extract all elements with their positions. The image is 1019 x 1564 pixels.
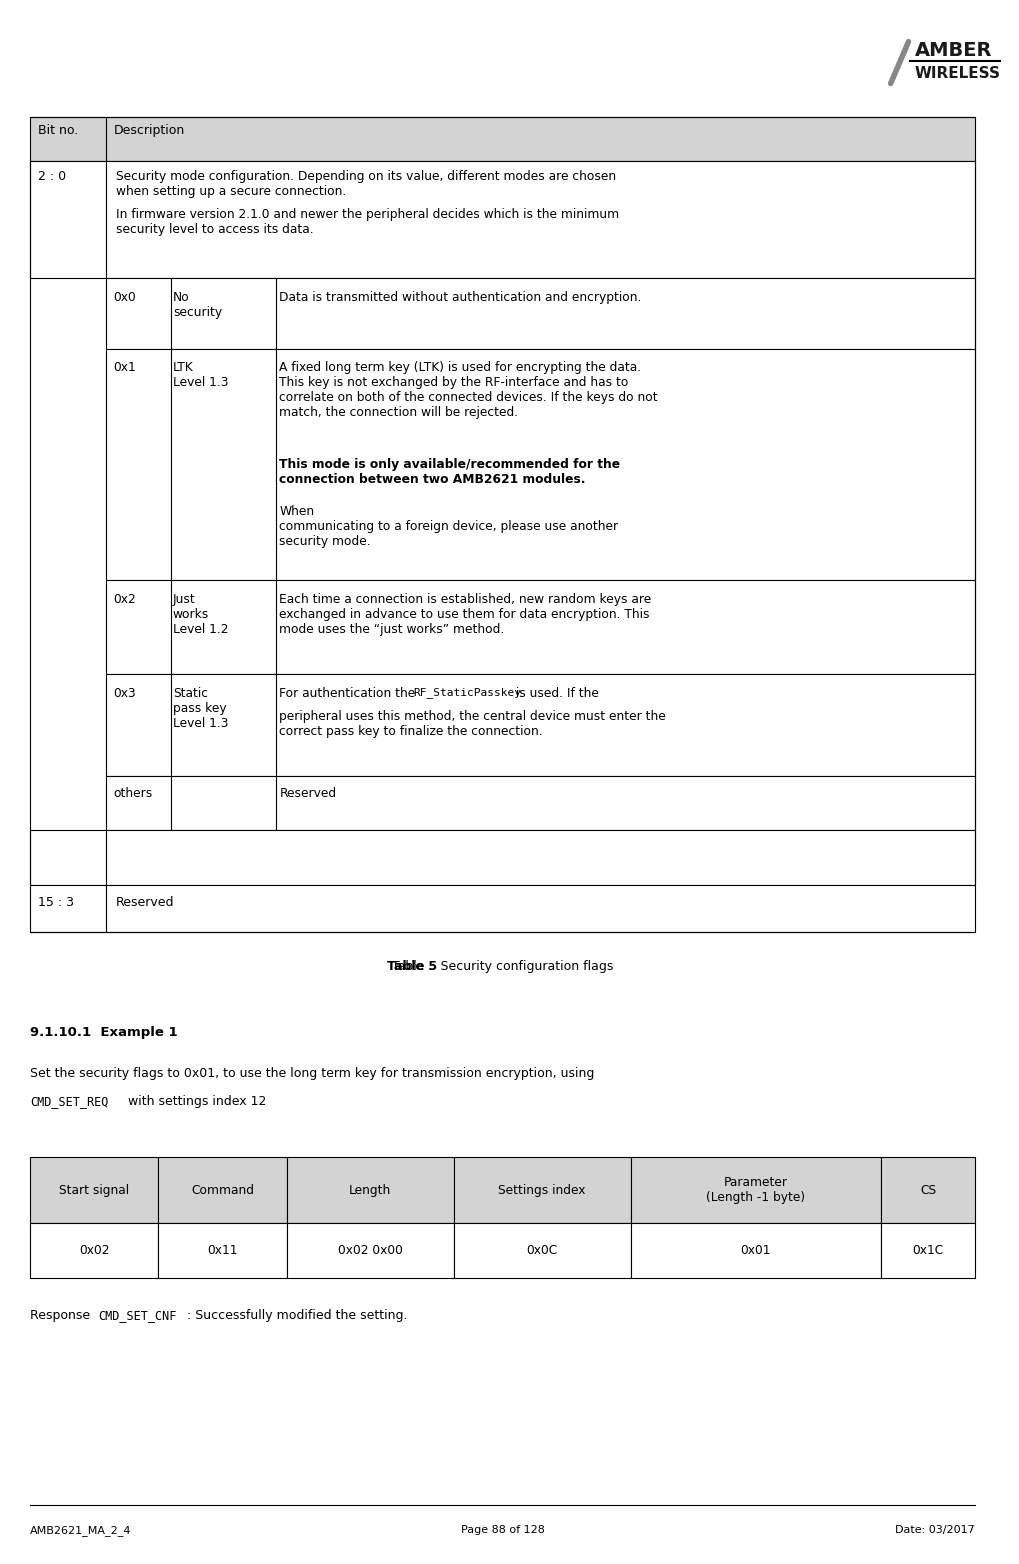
Text: Bit no.: Bit no.	[38, 124, 78, 136]
Text: Parameter
(Length -1 byte): Parameter (Length -1 byte)	[706, 1176, 805, 1204]
Bar	[31, 1223, 158, 1278]
Bar	[105, 674, 974, 776]
Bar	[31, 161, 974, 278]
Text: Start signal: Start signal	[59, 1184, 129, 1196]
Text: Command: Command	[191, 1184, 254, 1196]
Text: 0x02 0x00: 0x02 0x00	[337, 1243, 403, 1257]
Text: 2 : 0: 2 : 0	[38, 170, 66, 183]
Bar	[105, 580, 974, 674]
Text: Static
pass key
Level 1.3: Static pass key Level 1.3	[172, 687, 228, 729]
Text: 0x2: 0x2	[113, 593, 137, 605]
Text: This mode is only available/recommended for the
connection between two AMB2621 m: This mode is only available/recommended …	[279, 458, 620, 486]
Text: CMD_SET_CNF: CMD_SET_CNF	[99, 1309, 176, 1322]
Text: WIRELESS: WIRELESS	[914, 66, 1000, 81]
Bar	[105, 776, 974, 830]
Bar	[31, 1157, 158, 1223]
Text: Table 5 Security configuration flags: Table 5 Security configuration flags	[391, 960, 612, 973]
Text: A fixed long term key (LTK) is used for encrypting the data.
This key is not exc: A fixed long term key (LTK) is used for …	[279, 361, 657, 419]
Bar	[286, 1157, 453, 1223]
Text: 0x11: 0x11	[207, 1243, 237, 1257]
Bar	[105, 278, 974, 349]
Text: Security mode configuration. Depending on its value, different modes are chosen
: Security mode configuration. Depending o…	[115, 170, 615, 199]
Text: When
communicating to a foreign device, please use another
security mode.: When communicating to a foreign device, …	[279, 505, 618, 547]
Text: Reserved: Reserved	[115, 896, 174, 909]
Bar	[105, 349, 974, 580]
Text: Page 88 of 128: Page 88 of 128	[461, 1525, 544, 1534]
Text: peripheral uses this method, the central device must enter the
correct pass key : peripheral uses this method, the central…	[279, 710, 665, 738]
Text: : Successfully modified the setting.: : Successfully modified the setting.	[186, 1309, 407, 1322]
Text: Data is transmitted without authentication and encryption.: Data is transmitted without authenticati…	[279, 291, 641, 303]
Text: 0x3: 0x3	[113, 687, 137, 699]
Text: CMD_SET_REQ: CMD_SET_REQ	[31, 1095, 108, 1107]
Text: AMBER: AMBER	[914, 41, 991, 59]
Text: 0x0: 0x0	[113, 291, 137, 303]
Text: Settings index: Settings index	[498, 1184, 585, 1196]
Text: Just
works
Level 1.2: Just works Level 1.2	[172, 593, 228, 635]
Text: Date: 03/2017: Date: 03/2017	[895, 1525, 974, 1534]
Text: is used. If the: is used. If the	[512, 687, 598, 699]
Text: LTK
Level 1.3: LTK Level 1.3	[172, 361, 228, 389]
Text: No
security: No security	[172, 291, 222, 319]
Text: RF_StaticPasskey: RF_StaticPasskey	[413, 687, 521, 698]
Bar	[31, 830, 974, 885]
Bar	[630, 1223, 880, 1278]
Text: CS: CS	[919, 1184, 935, 1196]
Text: with settings index 12: with settings index 12	[123, 1095, 266, 1107]
Text: Table 5: Table 5	[386, 960, 437, 973]
Bar	[630, 1157, 880, 1223]
Text: Description: Description	[113, 124, 184, 136]
Bar	[158, 1157, 286, 1223]
Text: 0x1C: 0x1C	[912, 1243, 943, 1257]
Text: AMB2621_MA_2_4: AMB2621_MA_2_4	[31, 1525, 131, 1536]
Text: Set the security flags to 0x01, to use the long term key for transmission encryp: Set the security flags to 0x01, to use t…	[31, 1067, 594, 1079]
Bar	[453, 1223, 630, 1278]
Text: 0x01: 0x01	[740, 1243, 770, 1257]
Bar	[880, 1223, 974, 1278]
Text: Response: Response	[31, 1309, 94, 1322]
Bar	[453, 1157, 630, 1223]
Bar	[31, 117, 974, 161]
Text: For authentication the: For authentication the	[279, 687, 419, 699]
Text: 15 : 3: 15 : 3	[38, 896, 74, 909]
Text: Length: Length	[348, 1184, 391, 1196]
Text: 0x02: 0x02	[78, 1243, 109, 1257]
Text: In firmware version 2.1.0 and newer the peripheral decides which is the minimum
: In firmware version 2.1.0 and newer the …	[115, 208, 619, 236]
Text: 0x1: 0x1	[113, 361, 137, 374]
Bar	[880, 1157, 974, 1223]
Text: others: others	[113, 787, 153, 799]
Bar	[158, 1223, 286, 1278]
Text: Reserved: Reserved	[279, 787, 336, 799]
Bar	[286, 1223, 453, 1278]
Text: 0x0C: 0x0C	[526, 1243, 557, 1257]
Bar	[31, 885, 974, 932]
Text: Each time a connection is established, new random keys are
exchanged in advance : Each time a connection is established, n…	[279, 593, 651, 635]
Text: 9.1.10.1  Example 1: 9.1.10.1 Example 1	[31, 1026, 177, 1038]
